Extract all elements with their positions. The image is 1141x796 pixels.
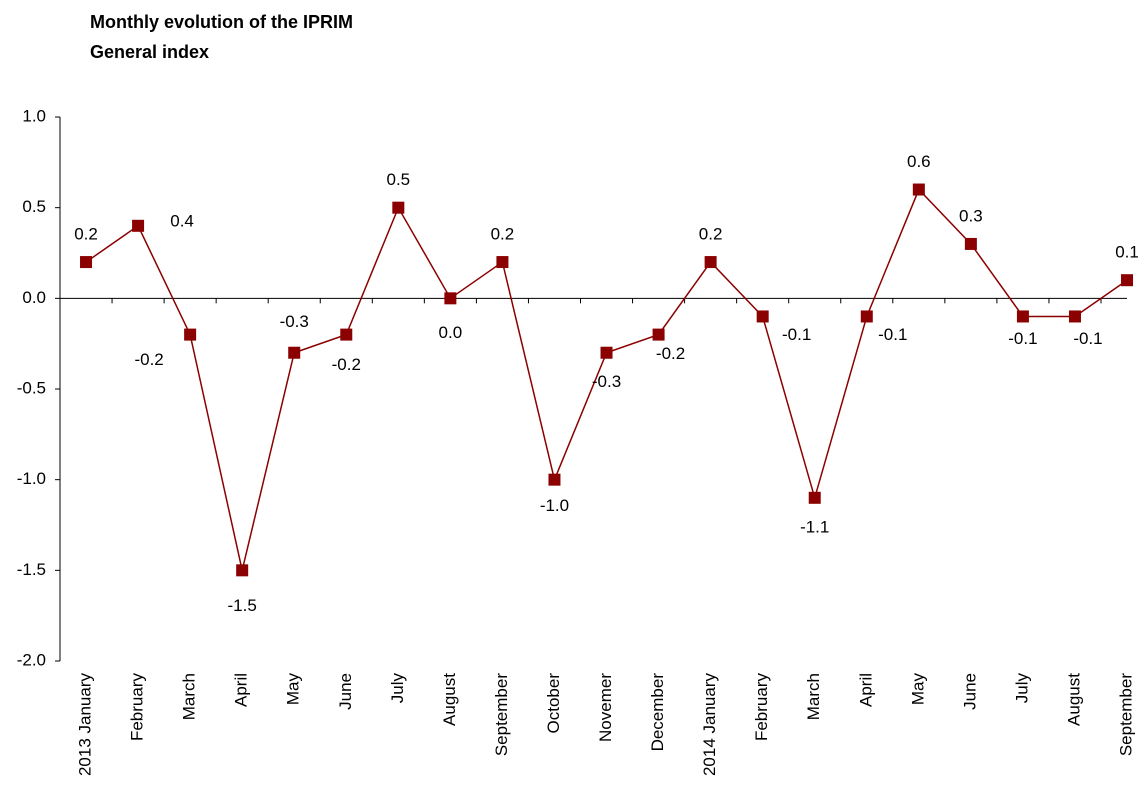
- data-point: [288, 346, 301, 359]
- x-tick-label: June: [960, 673, 979, 710]
- data-label: -0.1: [1073, 329, 1102, 348]
- x-tick-label: July: [1012, 673, 1031, 704]
- y-tick-label: -2.0: [17, 650, 46, 669]
- data-point: [964, 237, 977, 250]
- x-tick-label: March: [180, 673, 199, 720]
- data-label: -1.5: [228, 596, 257, 615]
- x-tick-label: May: [908, 673, 927, 706]
- x-tick-label: October: [544, 673, 563, 734]
- x-tick-label: May: [284, 673, 303, 706]
- x-tick-label: March: [804, 673, 823, 720]
- x-tick-label: 2014 January: [700, 673, 719, 777]
- x-tick-label: 2013 January: [76, 673, 95, 777]
- data-point: [496, 256, 509, 269]
- x-tick-label: December: [648, 673, 667, 752]
- x-tick-label: February: [752, 673, 771, 742]
- data-label: -0.2: [134, 350, 163, 369]
- data-label: -0.2: [332, 355, 361, 374]
- data-label: 0.2: [74, 225, 98, 244]
- data-point: [80, 256, 93, 269]
- data-point: [912, 183, 925, 196]
- data-point: [652, 328, 665, 341]
- y-tick-label: 0.5: [22, 197, 46, 216]
- data-label: 0.2: [699, 225, 723, 244]
- y-tick-label: 1.0: [22, 106, 46, 125]
- data-point: [600, 346, 613, 359]
- data-label: 0.4: [170, 211, 194, 230]
- data-label: 0.0: [439, 323, 463, 342]
- x-tick-label: September: [492, 673, 511, 756]
- data-point: [1121, 274, 1134, 287]
- data-point: [704, 256, 717, 269]
- x-tick-label: August: [1064, 673, 1083, 726]
- data-label: 0.5: [387, 170, 411, 189]
- x-tick-label: Novemer: [596, 673, 615, 742]
- x-tick-label: April: [232, 673, 251, 707]
- x-tick-label: February: [128, 673, 147, 742]
- x-tick-label: August: [440, 673, 459, 726]
- data-point: [132, 219, 145, 232]
- x-tick-label: September: [1117, 673, 1136, 756]
- data-label: -1.0: [540, 496, 569, 515]
- data-label: -0.2: [656, 344, 685, 363]
- x-tick-label: April: [856, 673, 875, 707]
- x-tick-label: July: [388, 673, 407, 704]
- x-tick-label: June: [336, 673, 355, 710]
- data-label: 0.2: [491, 225, 515, 244]
- data-point: [1068, 310, 1081, 323]
- data-point: [808, 491, 821, 504]
- data-point: [1016, 310, 1029, 323]
- data-label: -0.3: [280, 312, 309, 331]
- data-label: -0.1: [782, 325, 811, 344]
- y-tick-label: -0.5: [17, 378, 46, 397]
- chart-title: Monthly evolution of the IPRIM: [90, 12, 353, 32]
- data-label: -1.1: [800, 517, 829, 536]
- data-label: -0.3: [592, 372, 621, 391]
- chart-subtitle: General index: [90, 42, 209, 62]
- data-label: -0.1: [1008, 329, 1037, 348]
- y-tick-label: 0.0: [22, 288, 46, 307]
- y-tick-label: -1.5: [17, 560, 46, 579]
- data-label: 0.6: [907, 152, 931, 171]
- data-label: 0.3: [959, 206, 983, 225]
- data-point: [392, 201, 405, 214]
- data-point: [340, 328, 353, 341]
- data-point: [444, 292, 457, 305]
- data-label: -0.1: [878, 325, 907, 344]
- data-point: [548, 473, 561, 486]
- data-point: [184, 328, 197, 341]
- data-point: [756, 310, 769, 323]
- data-label: 0.1: [1115, 243, 1139, 262]
- data-point: [236, 564, 249, 577]
- y-tick-label: -1.0: [17, 469, 46, 488]
- data-point: [860, 310, 873, 323]
